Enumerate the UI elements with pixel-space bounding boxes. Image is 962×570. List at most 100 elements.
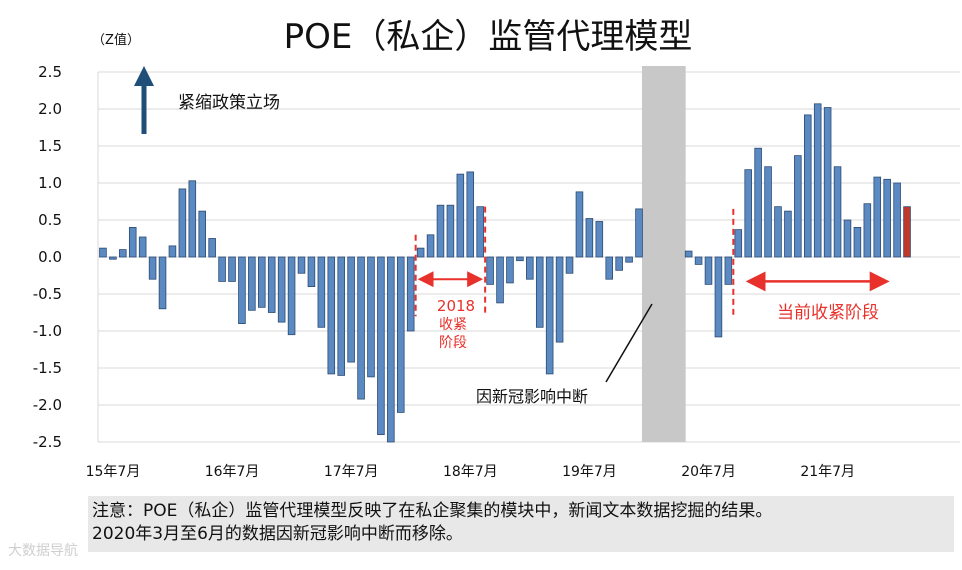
bar bbox=[833, 166, 842, 258]
bar bbox=[883, 178, 891, 258]
bar bbox=[406, 256, 415, 332]
bar bbox=[794, 155, 802, 258]
x-tick-label: 18年7月 bbox=[443, 464, 498, 480]
y-tick-labels: 2.5 2.0 1.5 1.0 0.5 0.0 -0.5 -1.0 -1.5 -2.0 -2.5 bbox=[33, 63, 62, 451]
bar bbox=[585, 218, 594, 258]
y-tick-label: -1.0 bbox=[33, 322, 62, 340]
bar bbox=[238, 256, 246, 324]
bar bbox=[625, 256, 633, 263]
y-tick-label: -1.5 bbox=[33, 359, 62, 377]
bar bbox=[109, 256, 117, 260]
bar bbox=[258, 256, 266, 308]
bar bbox=[803, 114, 812, 258]
bar bbox=[724, 256, 733, 285]
note-text: 注意：POE（私企）监管代理模型反映了在私企聚集的模块中，新闻文本数据挖掘的结果… bbox=[92, 500, 952, 546]
bar-series bbox=[99, 103, 911, 443]
bar bbox=[764, 166, 772, 258]
bar bbox=[396, 256, 405, 413]
bar bbox=[377, 256, 385, 436]
bar bbox=[119, 249, 127, 258]
bar bbox=[813, 103, 822, 258]
bar bbox=[337, 256, 345, 376]
chart-title: POE（私企）监管代理模型 bbox=[284, 17, 693, 57]
bar bbox=[754, 147, 762, 258]
bar bbox=[347, 256, 355, 363]
x-tick-label: 20年7月 bbox=[681, 464, 736, 480]
bar bbox=[635, 208, 643, 258]
bar bbox=[774, 206, 782, 258]
bar bbox=[575, 191, 584, 258]
bar bbox=[178, 188, 187, 258]
bar bbox=[168, 245, 177, 258]
bar bbox=[416, 247, 425, 258]
bar bbox=[367, 256, 375, 378]
bar bbox=[128, 226, 137, 258]
bar bbox=[823, 107, 832, 258]
note-line-2: 2020年3月至6月的数据因新冠影响中断而移除。 bbox=[92, 524, 463, 544]
y-tick-label: 2.0 bbox=[38, 100, 62, 118]
bar bbox=[426, 234, 435, 258]
bar bbox=[228, 256, 236, 282]
bar bbox=[496, 256, 504, 304]
bar bbox=[208, 238, 216, 258]
bar bbox=[307, 256, 316, 288]
up-arrowhead-icon bbox=[134, 66, 154, 86]
bar bbox=[387, 256, 395, 443]
bar bbox=[317, 256, 326, 328]
x-tick-labels: 15年7月 16年7月 17年7月 18年7月 19年7月 20年7月 21年7月 bbox=[86, 464, 855, 480]
bar bbox=[853, 226, 862, 258]
period-2018-label-line3: 阶段 bbox=[439, 335, 467, 351]
bar bbox=[198, 210, 207, 258]
bar bbox=[248, 256, 256, 311]
bar bbox=[476, 206, 484, 258]
bar bbox=[267, 256, 276, 313]
bar bbox=[605, 256, 614, 280]
covid-gap-band bbox=[641, 66, 686, 442]
y-axis-label: （Z值） bbox=[92, 32, 140, 48]
bar bbox=[287, 256, 296, 336]
period-2018-label-line2: 收紧 bbox=[439, 317, 467, 333]
bar bbox=[535, 256, 544, 328]
covid-pointer-line bbox=[605, 303, 653, 383]
y-tick-label: 0.5 bbox=[38, 211, 62, 229]
bar bbox=[704, 256, 713, 285]
watermark: 大数据导航 bbox=[8, 543, 78, 559]
bar bbox=[99, 247, 107, 258]
covid-label: 因新冠影响中断 bbox=[476, 387, 588, 406]
bar bbox=[615, 256, 623, 271]
bar bbox=[277, 256, 286, 323]
y-tick-label: 2.5 bbox=[38, 63, 62, 81]
bar bbox=[466, 171, 475, 258]
bar bbox=[555, 256, 564, 343]
bar bbox=[506, 256, 514, 284]
bar bbox=[456, 173, 465, 258]
bar bbox=[784, 210, 792, 258]
y-tick-label: 1.5 bbox=[38, 137, 62, 155]
bar bbox=[863, 203, 872, 258]
x-tick-label: 17年7月 bbox=[324, 464, 379, 480]
y-tick-label: -2.0 bbox=[33, 396, 62, 414]
bar bbox=[138, 236, 147, 258]
bar bbox=[436, 204, 445, 258]
y-tick-label: 0.0 bbox=[38, 248, 62, 266]
bar bbox=[297, 256, 306, 274]
tightening-label: 紧缩政策立场 bbox=[178, 93, 280, 113]
bar bbox=[188, 180, 197, 258]
x-tick-label: 16年7月 bbox=[205, 464, 260, 480]
bar-latest bbox=[903, 206, 911, 258]
bar bbox=[843, 219, 852, 258]
bar bbox=[744, 169, 752, 258]
x-tick-label: 15年7月 bbox=[86, 464, 141, 480]
bar bbox=[893, 182, 901, 258]
bar bbox=[357, 256, 365, 400]
note-box bbox=[88, 496, 954, 552]
bar bbox=[684, 250, 693, 258]
note-line-1: 注意：POE（私企）监管代理模型反映了在私企聚集的模块中，新闻文本数据挖掘的结果… bbox=[92, 501, 773, 521]
y-tick-label: -2.5 bbox=[33, 433, 62, 451]
bar bbox=[486, 256, 494, 285]
bar bbox=[595, 221, 604, 258]
bar bbox=[873, 176, 882, 258]
bar bbox=[158, 256, 167, 310]
x-tick-label: 21年7月 bbox=[800, 464, 855, 480]
